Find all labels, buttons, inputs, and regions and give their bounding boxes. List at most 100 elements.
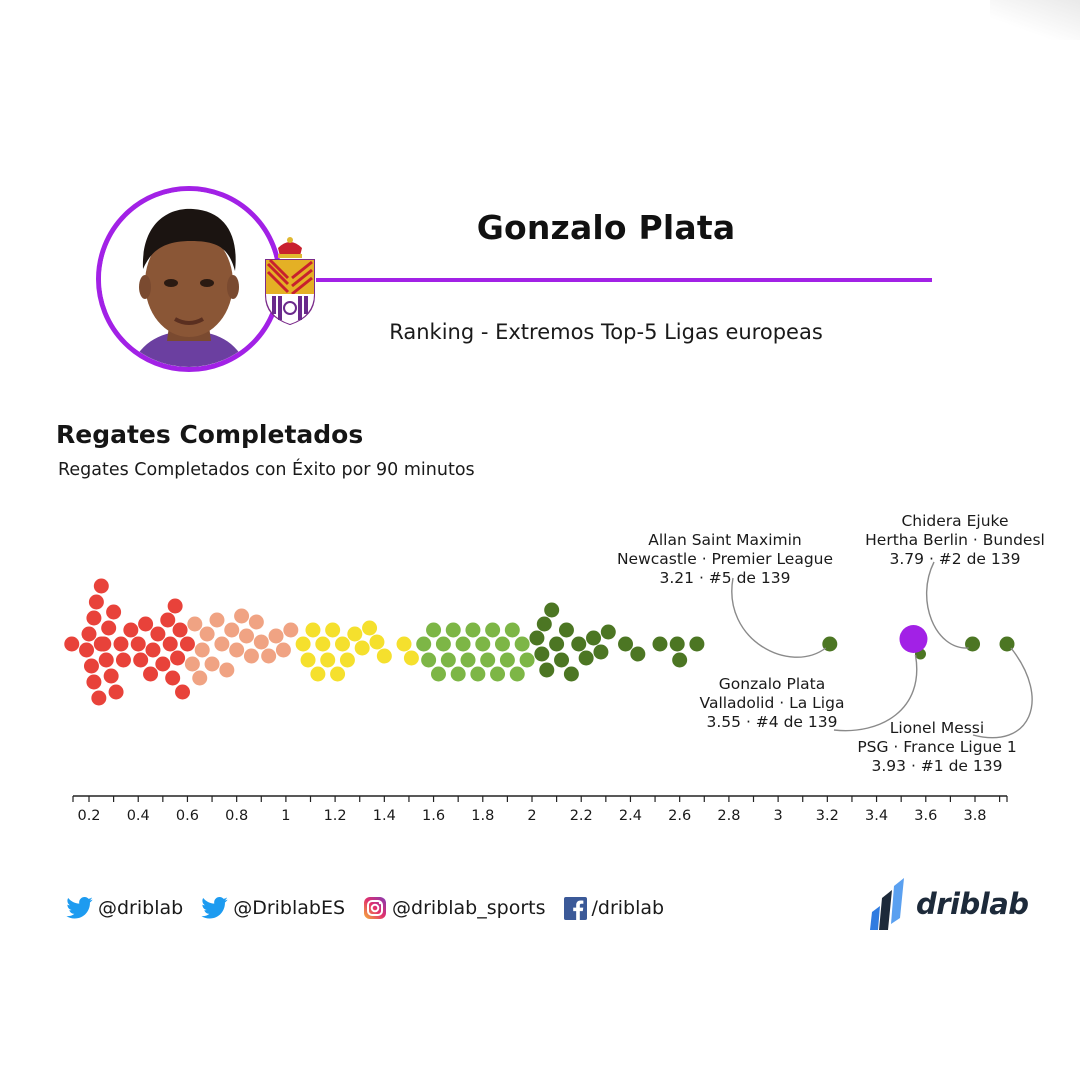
- data-point: [133, 652, 149, 668]
- data-point: [396, 636, 412, 652]
- data-point: [426, 622, 442, 638]
- data-point: [305, 622, 321, 638]
- data-point: [490, 666, 506, 682]
- data-point: [187, 616, 203, 632]
- data-point: [204, 656, 220, 672]
- club-crest-icon: [265, 237, 315, 326]
- twitter-handle-1: @driblab: [98, 897, 184, 919]
- annotation-player-name: Lionel Messi: [890, 719, 984, 737]
- data-point: [460, 652, 476, 668]
- data-point: [494, 636, 510, 652]
- facebook-handle: /driblab: [591, 897, 665, 919]
- data-point: [64, 636, 80, 652]
- data-point: [509, 666, 525, 682]
- annotation-team: Valladolid · La Liga: [700, 694, 845, 712]
- x-tick-label: 0.4: [127, 808, 150, 824]
- data-point: [283, 622, 299, 638]
- data-point: [86, 610, 102, 626]
- data-point: [485, 622, 501, 638]
- x-tick-label: 3.6: [914, 808, 937, 824]
- data-point: [549, 636, 565, 652]
- x-tick-label: 1.6: [422, 808, 445, 824]
- chart-subtitle: Regates Completados con Éxito por 90 min…: [58, 460, 475, 480]
- data-point: [179, 636, 195, 652]
- data-point: [354, 640, 370, 656]
- data-point: [150, 626, 166, 642]
- data-point: [334, 636, 350, 652]
- data-point: [108, 684, 124, 700]
- annotation-connector: [833, 654, 918, 732]
- annotation-team: Newcastle · Premier League: [617, 550, 833, 568]
- data-point: [475, 636, 491, 652]
- data-point: [295, 636, 311, 652]
- social-instagram[interactable]: @driblab_sports: [363, 896, 546, 920]
- annotation-stat: 3.21 · #5 de 139: [660, 569, 791, 587]
- data-point: [229, 642, 245, 658]
- x-tick-label: 1.4: [373, 808, 396, 824]
- annotation-connector: [731, 577, 827, 658]
- annotation-connectors: [731, 561, 1033, 739]
- data-point: [83, 658, 99, 674]
- driblab-logo-icon: [870, 878, 904, 930]
- player-avatar: [96, 186, 282, 372]
- data-point: [558, 622, 574, 638]
- data-point: [416, 636, 432, 652]
- data-point: [504, 622, 520, 638]
- data-point: [330, 666, 346, 682]
- annotation-team: PSG · France Ligue 1: [857, 738, 1016, 756]
- data-point: [81, 626, 97, 642]
- data-point: [93, 578, 109, 594]
- x-tick-label: 2.6: [668, 808, 691, 824]
- data-point: [160, 612, 176, 628]
- brand-wordmark: driblab: [916, 887, 1029, 921]
- data-point: [214, 636, 230, 652]
- data-point: [544, 602, 560, 618]
- data-point: [362, 620, 378, 636]
- data-point: [209, 612, 225, 628]
- data-point: [519, 652, 535, 668]
- data-point: [248, 614, 264, 630]
- data-point: [554, 652, 570, 668]
- social-twitter-2[interactable]: @DriblabES: [201, 897, 345, 919]
- data-point: [571, 636, 587, 652]
- facebook-icon: [563, 896, 587, 920]
- social-facebook[interactable]: /driblab: [563, 896, 665, 920]
- data-point: [618, 636, 634, 652]
- instagram-handle: @driblab_sports: [392, 897, 546, 919]
- x-tick-label: 3.8: [963, 808, 986, 824]
- data-point: [672, 652, 688, 668]
- data-point: [172, 622, 188, 638]
- data-point: [162, 636, 178, 652]
- highlight-point: [899, 625, 928, 653]
- annotation-connector: [972, 647, 1033, 739]
- data-point: [96, 636, 112, 652]
- x-tick-label: 0.6: [176, 808, 199, 824]
- data-point: [101, 620, 117, 636]
- annotation-stat: 3.79 · #2 de 139: [890, 550, 1021, 568]
- data-point: [430, 666, 446, 682]
- driblab-logo: driblab: [868, 876, 1029, 932]
- data-point: [170, 650, 186, 666]
- data-point: [155, 656, 171, 672]
- x-tick-label: 0.2: [77, 808, 100, 824]
- data-point: [534, 646, 550, 662]
- data-point: [130, 636, 146, 652]
- header-rule: [316, 278, 932, 282]
- data-point: [539, 662, 555, 678]
- data-point: [450, 666, 466, 682]
- data-point: [234, 608, 250, 624]
- x-tick-label: 1.8: [471, 808, 494, 824]
- data-point: [822, 636, 838, 652]
- data-point: [143, 666, 159, 682]
- x-tick-label: 2.8: [717, 808, 740, 824]
- data-point: [669, 636, 685, 652]
- x-axis: 0.2 0.4 0.6 0.8 1 1.2 1.4 1.6 1.8 2 2.2 2.4 2.6 2.8 3 3…: [72, 795, 1008, 824]
- annotation-player-name: Chidera Ejuke: [901, 512, 1008, 530]
- data-point: [165, 670, 181, 686]
- data-point: [310, 666, 326, 682]
- annotation-player-name: Gonzalo Plata: [719, 675, 825, 693]
- data-point: [145, 642, 161, 658]
- social-twitter-1[interactable]: @driblab: [66, 897, 183, 919]
- data-point: [465, 622, 481, 638]
